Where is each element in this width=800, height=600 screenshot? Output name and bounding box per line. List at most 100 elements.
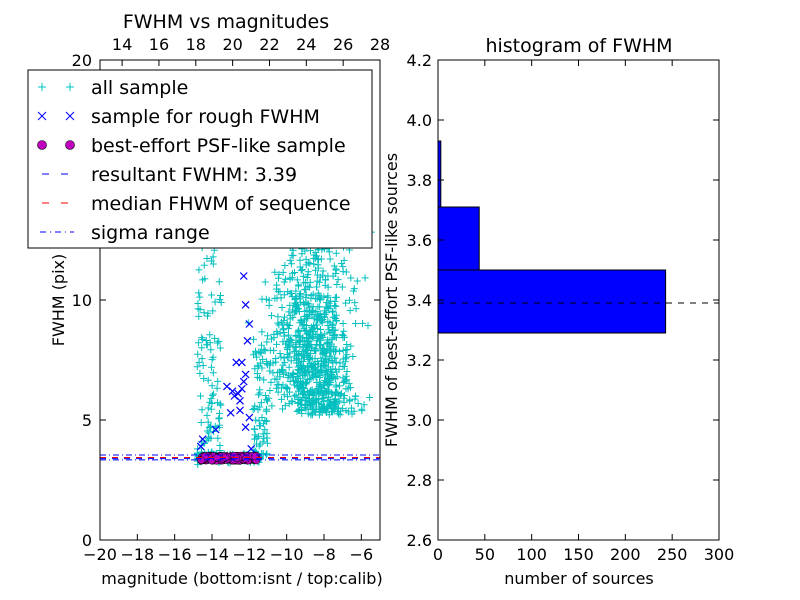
legend-label: sample for rough FWHM	[91, 106, 320, 128]
all-sample-point	[274, 369, 282, 377]
all-sample-point	[251, 435, 259, 443]
hist-x-tick-label: 250	[657, 545, 688, 564]
all-sample-point	[305, 391, 313, 399]
all-sample-point	[286, 301, 294, 309]
all-sample-point	[209, 390, 217, 398]
all-sample-point	[329, 313, 337, 321]
all-sample-point	[339, 332, 347, 340]
all-sample-point	[306, 326, 314, 334]
all-sample-point	[278, 303, 286, 311]
all-sample-point	[326, 329, 334, 337]
all-sample-point	[315, 387, 323, 395]
all-sample-point	[276, 288, 284, 296]
all-sample-point	[203, 254, 211, 262]
all-sample-point	[340, 391, 348, 399]
all-sample-point	[261, 278, 269, 286]
all-sample-point	[333, 373, 341, 381]
x-tick-label: −12	[232, 545, 266, 564]
all-sample-point	[351, 395, 359, 403]
all-sample-point	[286, 311, 294, 319]
all-sample-point	[353, 277, 361, 285]
all-sample-point	[194, 350, 202, 358]
all-sample-point	[331, 347, 339, 355]
all-sample-point	[288, 336, 296, 344]
all-sample-point	[284, 374, 292, 382]
all-sample-point	[311, 347, 319, 355]
all-sample-point	[266, 387, 274, 395]
all-sample-point	[342, 299, 350, 307]
all-sample-point	[302, 401, 310, 409]
all-sample-point	[261, 426, 269, 434]
all-sample-point	[275, 270, 283, 278]
all-sample-point	[263, 450, 271, 458]
all-sample-point	[332, 249, 340, 257]
all-sample-point	[255, 432, 263, 440]
all-sample-point	[284, 325, 292, 333]
all-sample-point	[342, 353, 350, 361]
all-sample-point	[321, 358, 329, 366]
all-sample-point	[249, 406, 257, 414]
histogram-bar	[437, 269, 667, 334]
all-sample-point	[208, 382, 216, 390]
all-sample-point	[198, 406, 206, 414]
all-sample-point	[280, 291, 288, 299]
all-sample-point	[256, 422, 264, 430]
scatter-title: FWHM vs magnitudes	[123, 11, 329, 33]
x-tick-label: −18	[120, 545, 154, 564]
all-sample-point	[316, 342, 324, 350]
all-sample-point	[360, 401, 368, 409]
all-sample-point	[292, 287, 300, 295]
all-sample-point	[339, 362, 347, 370]
x-tick-label: −20	[83, 545, 117, 564]
all-sample-point	[297, 316, 305, 324]
x-tick-label: −16	[158, 545, 192, 564]
all-sample-point	[250, 405, 258, 413]
all-sample-point	[274, 388, 282, 396]
all-sample-point	[294, 328, 302, 336]
all-sample-point	[311, 388, 319, 396]
all-sample-point	[215, 278, 223, 286]
all-sample-point	[215, 337, 223, 345]
top-x-tick-label: 14	[112, 35, 132, 54]
all-sample-point	[263, 360, 271, 368]
hist-y-tick-label: 4.0	[407, 111, 432, 130]
legend-entry: resultant FWHM: 3.39	[40, 164, 297, 186]
all-sample-point	[340, 327, 348, 335]
hist-x-tick-label: 300	[704, 545, 735, 564]
y-tick-label: 5	[82, 411, 92, 430]
all-sample-point	[260, 345, 268, 353]
all-sample-point	[214, 377, 222, 385]
all-sample-point	[200, 374, 208, 382]
all-sample-point	[211, 334, 219, 342]
all-sample-point	[262, 417, 270, 425]
hist-y-tick-label: 3.8	[407, 171, 432, 190]
all-sample-point	[324, 393, 332, 401]
legend-label: sigma range	[91, 222, 210, 244]
all-sample-point	[281, 359, 289, 367]
legend-plus-icon	[38, 83, 46, 91]
all-sample-point	[293, 382, 301, 390]
all-sample-point	[287, 357, 295, 365]
all-sample-point	[203, 436, 211, 444]
y-tick-label: 10	[72, 291, 92, 310]
all-sample-point	[321, 276, 329, 284]
all-sample-point	[204, 376, 212, 384]
all-sample-point	[250, 425, 258, 433]
all-sample-point	[315, 399, 323, 407]
all-sample-point	[332, 346, 340, 354]
all-sample-point	[306, 334, 314, 342]
legend-circle-icon	[37, 140, 47, 150]
rough-sample-point	[245, 413, 254, 422]
scatter-x-label: magnitude (bottom:isnt / top:calib)	[101, 569, 382, 588]
all-sample-point	[280, 354, 288, 362]
all-sample-point	[206, 339, 214, 347]
all-sample-point	[330, 262, 338, 270]
all-sample-point	[347, 342, 355, 350]
all-sample-point	[258, 295, 266, 303]
all-sample-point	[251, 347, 259, 355]
all-sample-point	[304, 268, 312, 276]
all-sample-point	[307, 398, 315, 406]
all-sample-point	[342, 268, 350, 276]
top-x-tick-label: 28	[370, 35, 390, 54]
all-sample-point	[207, 346, 215, 354]
